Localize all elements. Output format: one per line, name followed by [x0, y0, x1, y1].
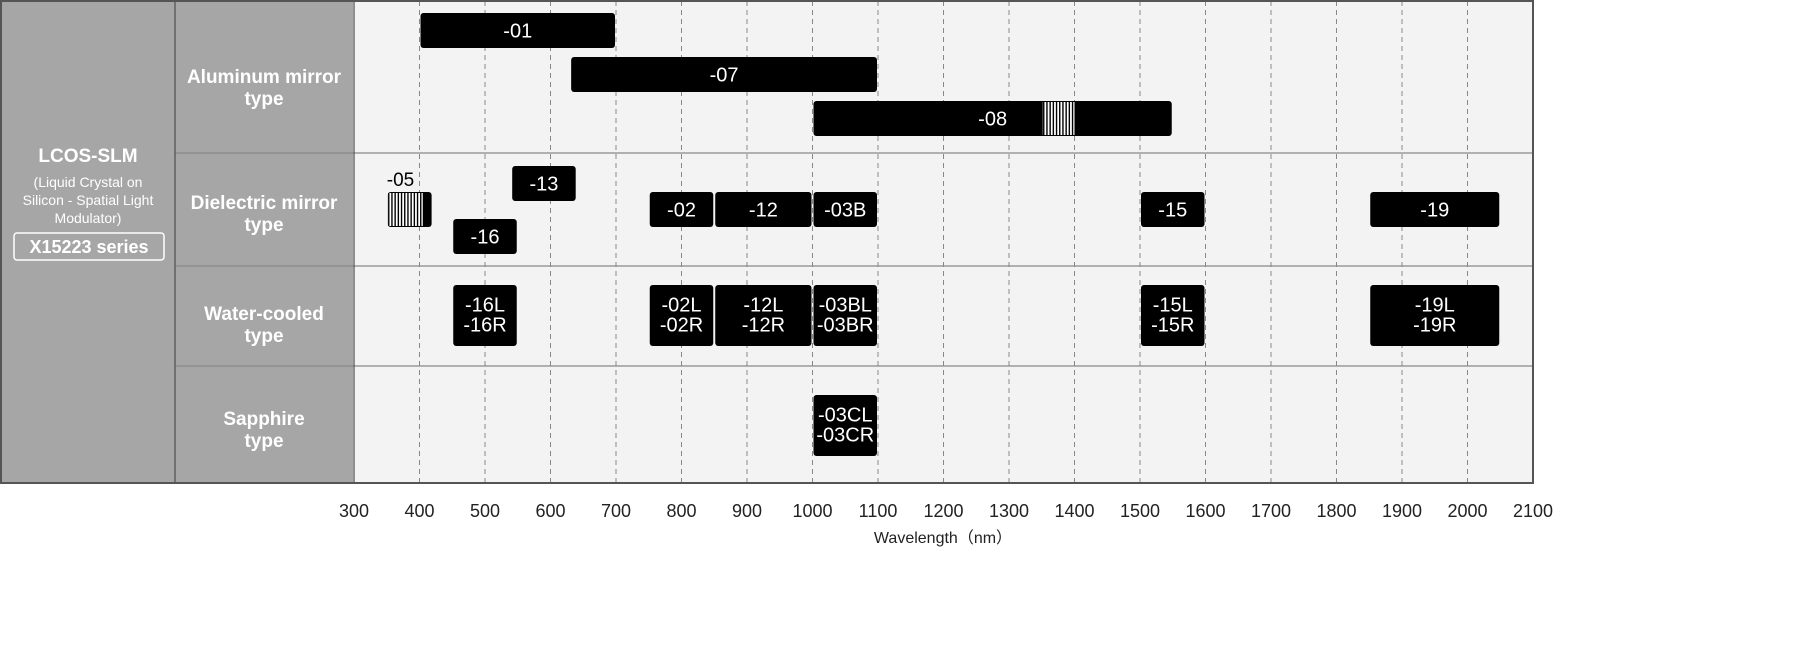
x-tick-label: 400: [404, 501, 434, 521]
range-bar: [813, 395, 877, 456]
range-bar: [1370, 285, 1500, 346]
bar-label: -12L: [743, 295, 783, 317]
category-label-line: Aluminum mirror: [187, 67, 342, 88]
bar-label: -15: [1158, 200, 1187, 222]
x-tick-label: 700: [601, 501, 631, 521]
range-bar: [813, 192, 877, 227]
range-bar: [512, 166, 576, 201]
x-axis-label: Wavelength（nm）: [874, 529, 1012, 547]
bar-label: -15R: [1151, 315, 1194, 337]
bar-label: -19R: [1413, 315, 1456, 337]
category-label-line: Water-cooled: [204, 304, 324, 325]
bar-label: -15L: [1153, 295, 1193, 317]
x-tick-label: 1600: [1185, 501, 1225, 521]
x-tick-label: 1300: [989, 501, 1029, 521]
range-bar: [1141, 192, 1205, 227]
x-tick-label: 1900: [1382, 501, 1422, 521]
x-tick-label: 1700: [1251, 501, 1291, 521]
outer-border: [0, 0, 1534, 484]
category-label-line: Sapphire: [223, 409, 304, 430]
bar-label: -16: [471, 227, 500, 249]
x-tick-label: 2000: [1447, 501, 1487, 521]
bar-label: -03BR: [817, 315, 874, 337]
bar-label: -02R: [660, 315, 703, 337]
product-title: LCOS-SLM: [38, 146, 137, 167]
bar-label: -03CR: [816, 425, 874, 447]
x-tick-label: 1500: [1120, 501, 1160, 521]
range-bar: [649, 285, 714, 346]
category-label-line: type: [244, 89, 283, 110]
product-subtitle-line: Modulator): [55, 210, 122, 226]
x-tick-label: 900: [732, 501, 762, 521]
bar-label: -12R: [742, 315, 785, 337]
series-name: X15223 series: [29, 237, 148, 257]
bar-label: -03B: [824, 200, 866, 222]
bars-layer: -01-07-08-05 -13-16-02 -12 -03B -15 -19-16L-1…: [387, 13, 1500, 456]
x-axis-ticks: 300 400 500 600 700 800 900 1000 1100 1200 1300 140…: [339, 501, 1553, 521]
x-tick-label: 1800: [1316, 501, 1356, 521]
bar-label: -19L: [1415, 295, 1455, 317]
bar-label: -19: [1420, 200, 1449, 222]
range-bar: [813, 285, 877, 346]
series-badge: [13, 232, 165, 261]
row-dividers: [174, 1, 1533, 483]
bar-label: -13: [529, 174, 558, 196]
category-label-line: type: [244, 326, 283, 347]
range-bar: [1370, 192, 1500, 227]
x-tick-label: 600: [535, 501, 565, 521]
x-tick-label: 2100: [1513, 501, 1553, 521]
category-label-line: type: [244, 215, 283, 236]
bar-label: -02L: [661, 295, 701, 317]
range-bar: [420, 13, 615, 48]
x-tick-label: 800: [666, 501, 696, 521]
product-subtitle-line: Silicon - Spatial Light: [23, 192, 154, 208]
outer-panel: [1, 1, 353, 483]
x-tick-label: 1400: [1054, 501, 1094, 521]
x-tick-label: 500: [470, 501, 500, 521]
product-panel: LCOS-SLM (Liquid Crystal on Silicon - Sp…: [13, 146, 165, 261]
bar-label: -01: [503, 21, 532, 43]
x-tick-label: 1200: [923, 501, 963, 521]
category-label-line: Dielectric mirror: [191, 193, 338, 214]
bar-label: -08: [978, 109, 1007, 131]
plot-area: [354, 1, 1533, 483]
bar-label: -12: [749, 200, 778, 222]
range-bar: [1141, 285, 1205, 346]
range-bar: [453, 285, 517, 346]
bar-label: -02: [667, 200, 696, 222]
x-tick-label: 1000: [792, 501, 832, 521]
bar-label: -03BL: [819, 295, 872, 317]
range-bar: [453, 219, 517, 254]
range-bar: [715, 192, 812, 227]
bar-label: -07: [710, 65, 739, 87]
bar-label: -16R: [463, 315, 506, 337]
range-bar: [571, 57, 877, 92]
category-label-line: type: [244, 431, 283, 452]
bar-label: -03CL: [818, 405, 872, 427]
bar-label: -16L: [465, 295, 505, 317]
x-tick-label: 300: [339, 501, 369, 521]
range-bar: [649, 192, 714, 227]
chart-frame: [0, 0, 1534, 484]
x-tick-label: 1100: [859, 501, 898, 521]
product-subtitle-line: (Liquid Crystal on: [34, 174, 143, 190]
range-bar: [715, 285, 812, 346]
range-bar: [813, 101, 1172, 136]
bar-label: -05: [387, 170, 414, 191]
